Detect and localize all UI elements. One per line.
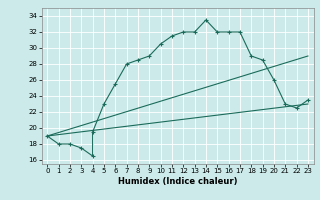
X-axis label: Humidex (Indice chaleur): Humidex (Indice chaleur) [118, 177, 237, 186]
